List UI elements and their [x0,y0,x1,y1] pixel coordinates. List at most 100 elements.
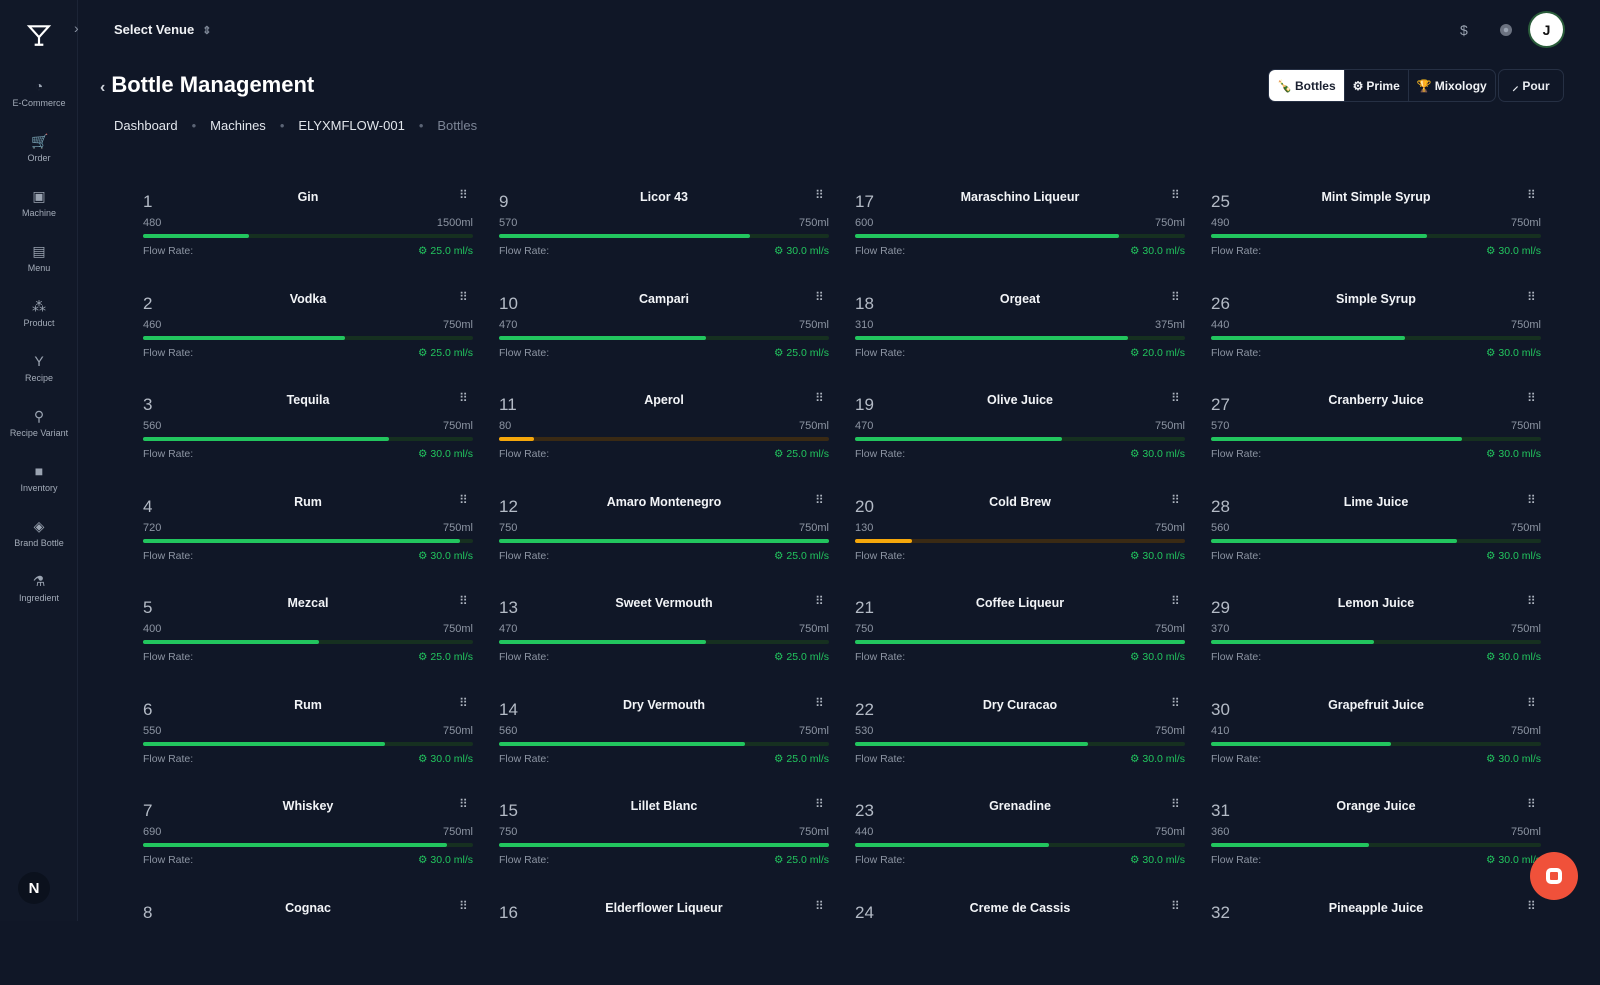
sidebar-item-recipe-variant[interactable]: ⚲ Recipe Variant [0,408,78,438]
back-chevron-icon[interactable]: ‹ [100,79,106,96]
bottle-capacity: 750ml [799,521,829,534]
drag-handle-icon[interactable]: ⠿ [815,492,824,507]
bottle-card[interactable]: 30 Grapefruit Juice ⠿ 410 750ml Flow Rate… [1211,692,1541,782]
drag-handle-icon[interactable]: ⠿ [1527,797,1536,811]
n-badge-button[interactable]: N [18,872,50,904]
bottle-card[interactable]: 16 Elderflower Liqueur ⠿ [499,895,829,985]
sidebar-item-product[interactable]: ⁂ Product [0,298,78,328]
drag-handle-icon[interactable]: ⠿ [459,898,468,913]
bottle-card[interactable]: 27 Cranberry Juice ⠿ 570 750ml Flow Rate:… [1211,387,1541,477]
breadcrumb-dashboard[interactable]: Dashboard [114,118,178,133]
drag-handle-icon[interactable]: ⠿ [459,695,468,710]
drag-handle-icon[interactable]: ⠿ [1171,695,1180,710]
bottle-card[interactable]: 18 Orgeat ⠿ 310 375ml Flow Rate: ⚙ 20.0 m… [855,286,1185,376]
volume-bar [143,538,473,543]
drag-handle-icon[interactable]: ⠿ [1527,188,1536,202]
drag-handle-icon[interactable]: ⠿ [1527,492,1536,507]
drag-handle-icon[interactable]: ⠿ [1171,188,1180,202]
drag-handle-icon[interactable]: ⠿ [1171,492,1180,507]
bottle-card[interactable]: 5 Mezcal ⠿ 400 750ml Flow Rate: ⚙ 25.0 ml… [143,590,473,680]
drag-handle-icon[interactable]: ⠿ [1171,898,1180,913]
bottle-name: Cranberry Juice [1328,393,1424,407]
bottle-card[interactable]: 4 Rum ⠿ 720 750ml Flow Rate: ⚙ 30.0 ml/s [143,489,473,579]
drag-handle-icon[interactable]: ⠿ [1527,391,1536,405]
flow-rate-label: Flow Rate: [499,549,550,562]
sidebar-item-menu[interactable]: ▤ Menu [0,243,78,273]
sidebar-item-machine[interactable]: ▣ Machine [0,188,78,218]
bottle-card[interactable]: 17 Maraschino Liqueur ⠿ 600 750ml Flow Ra… [855,184,1185,274]
bottle-slot-number: 7 [143,801,153,820]
drag-handle-icon[interactable]: ⠿ [1171,797,1180,811]
drag-handle-icon[interactable]: ⠿ [815,797,824,811]
bottle-card[interactable]: 25 Mint Simple Syrup ⠿ 490 750ml Flow Rat… [1211,184,1541,274]
flow-rate-value: ⚙ 30.0 ml/s [1130,550,1185,562]
bottle-card[interactable]: 10 Campari ⠿ 470 750ml Flow Rate: ⚙ 25.0 … [499,286,829,376]
breadcrumb-machine[interactable]: ELYXMFLOW-001 [298,118,405,133]
drag-handle-icon[interactable]: ⠿ [1171,594,1180,608]
bottle-card[interactable]: 22 Dry Curacao ⠿ 530 750ml Flow Rate: ⚙ 3… [855,692,1185,782]
drag-handle-icon[interactable]: ⠿ [459,492,468,507]
gear-icon: ⚙ [774,448,787,460]
venue-selector[interactable]: Select Venue ⇕ [114,22,211,37]
tab-label: Bottles [1294,78,1336,93]
bottle-card[interactable]: 9 Licor 43 ⠿ 570 750ml Flow Rate: ⚙ 30.0 … [499,184,829,274]
drag-handle-icon[interactable]: ⠿ [459,289,468,304]
drag-handle-icon[interactable]: ⠿ [815,188,824,202]
bottle-card[interactable]: 13 Sweet Vermouth ⠿ 470 750ml Flow Rate: … [499,590,829,680]
bottle-card[interactable]: 3 Tequila ⠿ 560 750ml Flow Rate: ⚙ 30.0 m… [143,387,473,477]
settings-gear-icon[interactable] [1497,21,1515,39]
avatar[interactable]: J [1530,13,1563,46]
bottle-card[interactable]: 7 Whiskey ⠿ 690 750ml Flow Rate: ⚙ 30.0 m… [143,793,473,883]
drag-handle-icon[interactable]: ⠿ [459,188,468,202]
bottle-name: Sweet Vermouth [615,596,713,610]
bottle-card[interactable]: 12 Amaro Montenegro ⠿ 750 750ml Flow Rate… [499,489,829,579]
cocktail-logo-icon[interactable] [26,22,52,48]
volume-bar [1211,234,1541,238]
bottle-card[interactable]: 29 Lemon Juice ⠿ 370 750ml Flow Rate: ⚙ 3… [1211,590,1541,680]
tab-prime[interactable]: ⚙ Prime [1343,70,1408,101]
bottle-card[interactable]: 31 Orange Juice ⠿ 360 750ml Flow Rate: ⚙ … [1211,793,1541,883]
record-fab-button[interactable] [1530,852,1578,900]
bottle-card[interactable]: 28 Lime Juice ⠿ 560 750ml Flow Rate: ⚙ 30… [1211,489,1541,579]
tab-bottles[interactable]: 🍾 Bottles [1269,70,1344,101]
drag-handle-icon[interactable]: ⠿ [815,289,824,304]
drag-handle-icon[interactable]: ⠿ [815,695,824,710]
drag-handle-icon[interactable]: ⠿ [459,797,468,811]
bottle-card[interactable]: 8 Cognac ⠿ [143,895,473,985]
bottle-card[interactable]: 20 Cold Brew ⠿ 130 750ml Flow Rate: ⚙ 30.… [855,489,1185,579]
drag-handle-icon[interactable]: ⠿ [459,391,468,405]
sidebar-item-order[interactable]: 🛒 Order [0,133,78,163]
breadcrumb-machines[interactable]: Machines [210,118,266,133]
bottle-card[interactable]: 21 Coffee Liqueur ⠿ 750 750ml Flow Rate: … [855,590,1185,680]
drag-handle-icon[interactable]: ⠿ [815,391,824,405]
bottle-card[interactable]: 2 Vodka ⠿ 460 750ml Flow Rate: ⚙ 25.0 ml/… [143,286,473,376]
drag-handle-icon[interactable]: ⠿ [1171,391,1180,405]
tab-mixology[interactable]: 🏆 Mixology [1407,70,1495,101]
currency-button[interactable]: $ [1460,22,1468,38]
bottle-card[interactable]: 6 Rum ⠿ 550 750ml Flow Rate: ⚙ 30.0 ml/s [143,692,473,782]
sidebar-item-inventory[interactable]: ■ Inventory [0,463,78,493]
bottle-card[interactable]: 26 Simple Syrup ⠿ 440 750ml Flow Rate: ⚙ … [1211,286,1541,376]
bottle-card[interactable]: 32 Pineapple Juice ⠿ [1211,895,1541,985]
drag-handle-icon[interactable]: ⠿ [1527,695,1536,710]
drag-handle-icon[interactable]: ⠿ [815,898,824,913]
bottle-card[interactable]: 23 Grenadine ⠿ 440 750ml Flow Rate: ⚙ 30.… [855,793,1185,883]
bottle-card[interactable]: 11 Aperol ⠿ 80 750ml Flow Rate: ⚙ 25.0 ml… [499,387,829,477]
drag-handle-icon[interactable]: ⠿ [1527,289,1536,304]
bottle-card[interactable]: 19 Olive Juice ⠿ 470 750ml Flow Rate: ⚙ 3… [855,387,1185,477]
bottle-card[interactable]: 14 Dry Vermouth ⠿ 560 750ml Flow Rate: ⚙ … [499,692,829,782]
sidebar-item-ingredient[interactable]: ⚗ Ingredient [0,573,78,603]
drag-handle-icon[interactable]: ⠿ [1527,898,1536,913]
sidebar-item-recipe[interactable]: Y Recipe [0,353,78,383]
drag-handle-icon[interactable]: ⠿ [1171,289,1180,304]
bottle-card[interactable]: 15 Lillet Blanc ⠿ 750 750ml Flow Rate: ⚙ … [499,793,829,883]
drag-handle-icon[interactable]: ⠿ [1527,594,1536,608]
sidebar-item-brand-bottle[interactable]: ◈ Brand Bottle [0,518,78,548]
expand-sidebar-chevron-icon[interactable]: › [74,20,79,36]
bottle-card[interactable]: 24 Creme de Cassis ⠿ [855,895,1185,985]
sidebar-item-e-commerce[interactable]: ◔ E-Commerce [0,78,78,108]
drag-handle-icon[interactable]: ⠿ [459,594,468,608]
drag-handle-icon[interactable]: ⠿ [815,594,824,608]
pour-button[interactable]: ⸝ Pour [1498,69,1564,102]
bottle-card[interactable]: 1 Gin ⠿ 480 1500ml Flow Rate: ⚙ 25.0 ml/s [143,184,473,274]
